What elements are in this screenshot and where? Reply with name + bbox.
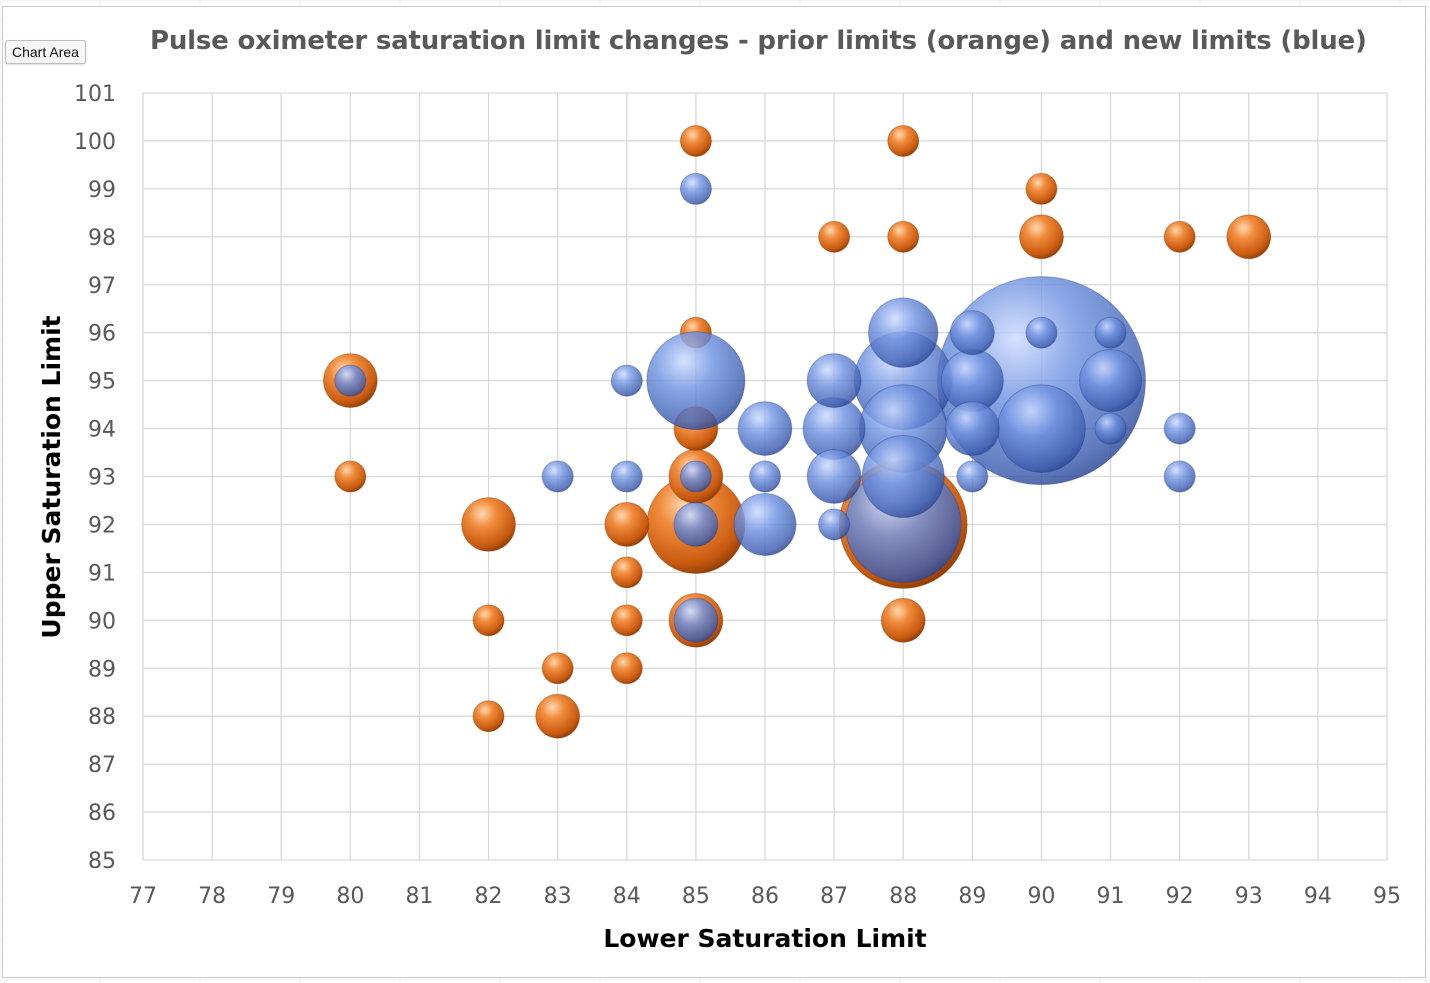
bubble-prior[interactable] (541, 652, 574, 685)
bubble-new[interactable] (610, 364, 643, 397)
bubble-new[interactable] (1079, 349, 1143, 413)
x-tick-label: 83 (544, 884, 572, 909)
y-tick-label: 86 (88, 801, 116, 826)
x-tick-label: 89 (958, 884, 986, 909)
bubble-prior[interactable] (472, 604, 505, 637)
bubble-new[interactable] (749, 460, 781, 493)
x-tick-label: 91 (1097, 884, 1125, 909)
bubble-new[interactable] (949, 310, 995, 356)
y-tick-label: 97 (88, 274, 116, 299)
y-tick-label: 94 (88, 418, 116, 443)
bubble-prior[interactable] (880, 597, 926, 643)
x-tick-label: 87 (820, 884, 848, 909)
x-tick-label: 79 (267, 884, 295, 909)
bubble-new[interactable] (1094, 412, 1127, 445)
bubble-new[interactable] (944, 401, 1000, 456)
bubble-new[interactable] (806, 353, 862, 408)
bubble-new[interactable] (861, 434, 945, 519)
bubble-prior[interactable] (461, 497, 516, 552)
bubble-new[interactable] (997, 384, 1086, 473)
bubble-prior[interactable] (887, 124, 920, 157)
bubble-new[interactable] (679, 460, 712, 493)
y-tick-label: 91 (88, 561, 116, 586)
x-tick-label: 90 (1027, 884, 1055, 909)
bubble-new[interactable] (868, 297, 939, 368)
bubble-new[interactable] (1025, 316, 1058, 349)
bubble-new[interactable] (737, 401, 793, 456)
bubble-prior[interactable] (334, 460, 367, 493)
x-tick-label: 77 (129, 884, 157, 909)
x-tick-label: 85 (682, 884, 710, 909)
y-axis-ticks: 85 86 87 88 89 90 91 92 93 94 95 96 97 98 99 100 101 (74, 82, 116, 874)
y-tick-label: 99 (88, 178, 116, 203)
y-tick-label: 95 (88, 370, 116, 395)
bubble-new[interactable] (646, 331, 746, 431)
bubble-prior[interactable] (1163, 220, 1196, 253)
y-axis-label: Upper Saturation Limit (37, 315, 66, 638)
y-tick-label: 90 (88, 609, 116, 634)
bubble-new[interactable] (1163, 412, 1196, 445)
x-tick-label: 81 (405, 884, 433, 909)
bubble-prior[interactable] (472, 700, 505, 733)
x-tick-label: 88 (889, 884, 917, 909)
x-tick-label: 92 (1166, 884, 1194, 909)
bubble-prior[interactable] (610, 556, 643, 589)
x-tick-label: 80 (336, 884, 364, 909)
y-tick-label: 87 (88, 753, 116, 778)
x-axis-ticks: 77 78 79 80 81 82 83 84 85 86 87 88 89 90 91 92 93 94 95 (129, 884, 1401, 909)
x-tick-label: 93 (1235, 884, 1263, 909)
bubble-prior[interactable] (1025, 172, 1058, 205)
y-tick-label: 85 (88, 849, 116, 874)
x-tick-label: 84 (613, 884, 641, 909)
y-tick-label: 93 (88, 466, 116, 491)
chart-area-tooltip: Chart Area (5, 40, 86, 64)
bubble-prior[interactable] (818, 220, 851, 253)
bubble-prior[interactable] (1019, 214, 1064, 260)
x-tick-label: 82 (475, 884, 503, 909)
bubble-new[interactable] (956, 460, 989, 493)
bubble-new[interactable] (1094, 316, 1127, 349)
bubble-prior[interactable] (679, 124, 712, 157)
x-tick-label: 86 (751, 884, 779, 909)
bubble-new[interactable] (733, 492, 797, 556)
bubble-new[interactable] (610, 460, 643, 493)
bubble-new[interactable] (541, 460, 574, 493)
bubble-new[interactable] (673, 502, 719, 547)
series-new-limits (334, 172, 1196, 643)
y-tick-label: 96 (88, 322, 116, 347)
y-tick-label: 101 (74, 82, 116, 107)
bubble-new[interactable] (334, 364, 367, 397)
bubble-new[interactable] (818, 508, 851, 541)
x-tick-label: 78 (198, 884, 226, 909)
bubble-prior[interactable] (604, 502, 650, 547)
bubble-new[interactable] (679, 172, 712, 205)
y-tick-label: 89 (88, 657, 116, 682)
chart-title: Pulse oximeter saturation limit changes … (150, 26, 1367, 56)
y-tick-label: 88 (88, 705, 116, 730)
bubble-prior[interactable] (610, 604, 643, 637)
x-axis-label: Lower Saturation Limit (603, 924, 926, 953)
bubble-new[interactable] (806, 449, 862, 504)
x-tick-label: 95 (1373, 884, 1401, 909)
bubble-prior[interactable] (1226, 214, 1272, 260)
bubble-prior[interactable] (535, 693, 581, 739)
bubble-prior[interactable] (887, 220, 920, 253)
x-tick-label: 94 (1304, 884, 1332, 909)
bubble-new[interactable] (673, 597, 719, 643)
y-tick-label: 98 (88, 226, 116, 251)
y-tick-label: 92 (88, 513, 116, 538)
bubble-prior[interactable] (610, 652, 643, 685)
y-tick-label: 100 (74, 130, 116, 155)
bubble-new[interactable] (1163, 460, 1196, 493)
